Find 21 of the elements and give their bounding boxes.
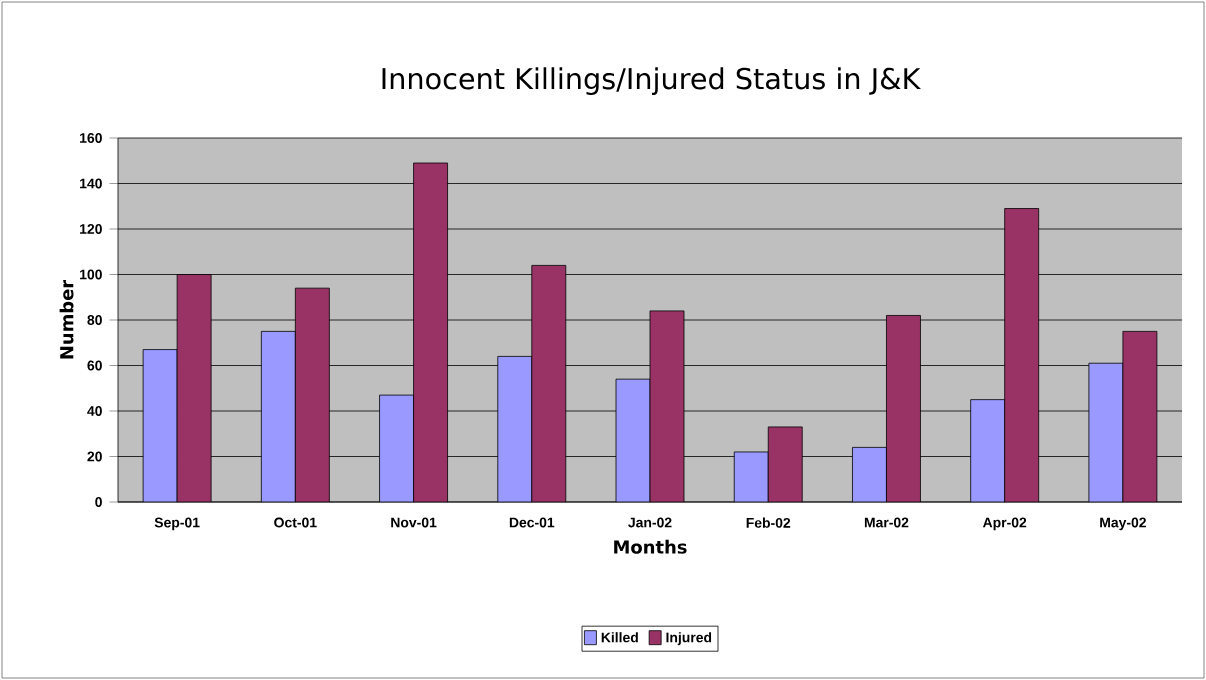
bar	[733, 451, 769, 502]
bar	[294, 287, 330, 502]
bar	[886, 315, 921, 502]
bar	[615, 378, 651, 502]
bar	[379, 394, 414, 502]
bar	[767, 426, 803, 502]
bar	[1004, 208, 1040, 502]
bar	[260, 330, 296, 502]
bar	[497, 356, 533, 502]
y-axis-title: Number	[59, 279, 74, 359]
bar	[852, 447, 887, 502]
bar	[649, 310, 685, 502]
bar	[176, 274, 212, 502]
bar	[531, 265, 567, 502]
bar	[1088, 362, 1124, 502]
chart-title: Innocent Killings/Injured Status in J&K	[382, 67, 921, 95]
x-axis-title: Months	[614, 539, 687, 554]
bar	[142, 349, 178, 502]
bar	[1122, 330, 1158, 502]
bar	[970, 399, 1006, 502]
bar	[413, 162, 448, 502]
